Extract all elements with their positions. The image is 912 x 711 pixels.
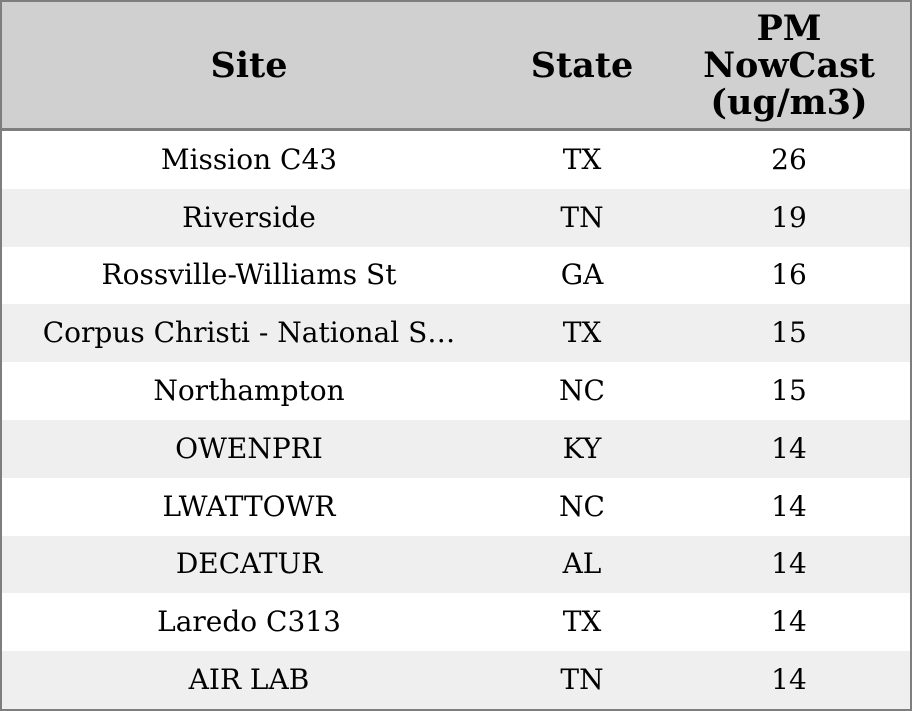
site-cell: AIR LAB: [188, 663, 310, 697]
state-cell: KY: [562, 431, 602, 465]
table-row: Laredo C313 TX 14: [2, 593, 910, 652]
state-cell: TX: [562, 605, 602, 639]
site-cell: DECATUR: [175, 547, 323, 581]
site-cell: Laredo C313: [157, 605, 341, 639]
column-header-site: Site: [210, 44, 288, 86]
site-cell: OWENPRI: [175, 431, 323, 465]
pm-value-cell: 14: [771, 489, 807, 523]
state-cell: TN: [560, 200, 604, 234]
pm-value-cell: 14: [771, 663, 807, 697]
table-row: Mission C43 TX 26: [2, 131, 910, 189]
table-row: AIR LAB TN 14: [2, 651, 910, 709]
state-cell: GA: [560, 258, 604, 292]
pm-value-cell: 15: [771, 316, 807, 350]
site-cell: Mission C43: [160, 142, 338, 176]
table-row: Corpus Christi - National S… TX 15: [2, 304, 910, 363]
table-row: Rossville-Williams St GA 16: [2, 246, 910, 305]
pm-value-cell: 16: [771, 258, 807, 292]
pm-value-cell: 15: [771, 374, 807, 408]
table-row: LWATTOWR NC 14: [2, 477, 910, 536]
site-cell: Northampton: [153, 374, 345, 408]
state-cell: AL: [562, 547, 602, 581]
site-cell: Rossville-Williams St: [101, 258, 397, 292]
column-header-pm-nowcast: PM NowCast (ug/m3): [703, 7, 875, 123]
state-cell: TX: [562, 142, 602, 176]
table-row: DECATUR AL 14: [2, 535, 910, 594]
pm-value-cell: 26: [771, 142, 807, 176]
site-cell: Corpus Christi - National S…: [42, 316, 456, 350]
state-cell: NC: [559, 374, 605, 408]
pm-value-cell: 14: [771, 431, 807, 465]
table-row: OWENPRI KY 14: [2, 419, 910, 478]
state-cell: TN: [560, 663, 604, 697]
site-cell: Riverside: [182, 200, 316, 234]
pm-value-cell: 14: [771, 605, 807, 639]
table-header-row: Site State PM NowCast (ug/m3): [2, 2, 910, 131]
table-row: Northampton NC 15: [2, 362, 910, 420]
pm-value-cell: 14: [771, 547, 807, 581]
table-row: Riverside TN 19: [2, 188, 910, 247]
state-cell: NC: [559, 489, 605, 523]
column-header-state: State: [530, 44, 634, 86]
site-cell: LWATTOWR: [162, 489, 336, 523]
pm-value-cell: 19: [771, 200, 807, 234]
state-cell: TX: [562, 316, 602, 350]
